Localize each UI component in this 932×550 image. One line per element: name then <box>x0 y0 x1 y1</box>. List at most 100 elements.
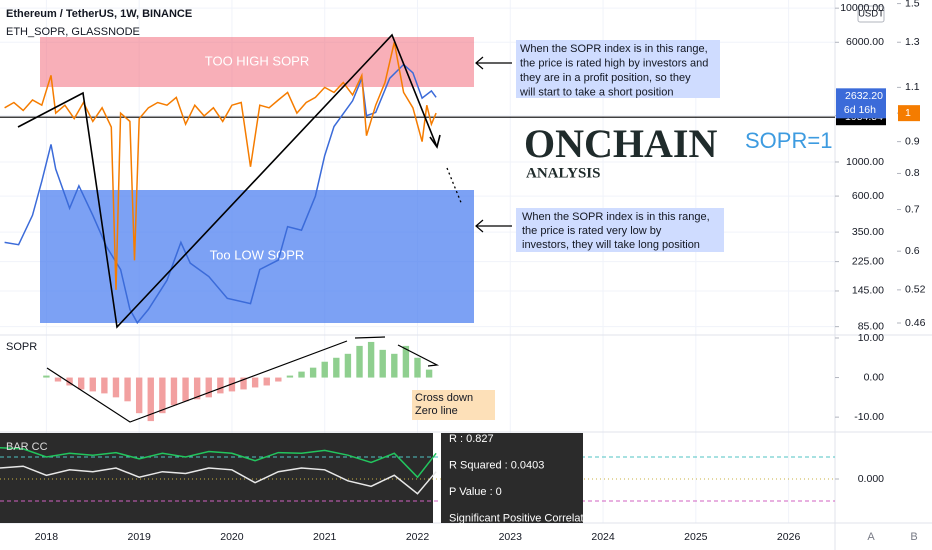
currency[interactable]: USDT <box>858 9 884 20</box>
bar <box>286 375 294 378</box>
bar <box>367 341 375 378</box>
y-tick-label: 225.00 <box>852 255 884 267</box>
bar <box>193 377 201 400</box>
text-line: will start to take a short position <box>519 86 673 98</box>
note-high: When the SOPR index is in this range, the… <box>519 43 708 99</box>
bar <box>112 377 120 398</box>
annotation-box <box>412 390 495 420</box>
bar <box>402 345 410 378</box>
x-tick-label: 2026 <box>777 531 801 543</box>
bar <box>135 377 143 414</box>
text-line: Zero line <box>415 405 458 417</box>
y2-tick-label: 1.1 <box>905 81 920 93</box>
last-value-label: 1 <box>905 107 911 119</box>
last-price-box <box>836 88 886 119</box>
bar <box>298 371 305 378</box>
last-price-label: 2632.20 <box>845 90 883 102</box>
y-tick-label: 145.00 <box>852 285 884 297</box>
y-tick-label: 85.00 <box>858 320 884 332</box>
x-tick-label: 2024 <box>591 531 615 543</box>
bar <box>89 377 96 392</box>
zone-low-label: Too LOW SOPR <box>210 247 305 262</box>
currency-box[interactable] <box>857 5 885 23</box>
series-line <box>0 447 437 479</box>
corr-panel-bg <box>0 433 433 523</box>
chart-title: Ethereum / TetherUS, 1W, BINANCE <box>6 8 192 20</box>
series-line <box>0 465 437 495</box>
y2-tick-label: 0.46 <box>905 317 926 329</box>
bar <box>124 377 131 402</box>
bar <box>101 377 108 394</box>
bar <box>356 345 363 378</box>
bar <box>77 377 85 390</box>
text-line: When the SOPR index is in this range, <box>520 43 708 55</box>
note-box <box>516 208 724 252</box>
sopr-note: SOPR=1 <box>745 128 832 153</box>
x-tick-label: 2020 <box>220 531 244 543</box>
zone-high-label: TOO HIGH SOPR <box>205 53 310 68</box>
y2-tick-label: 1.3 <box>905 36 920 48</box>
x-tick-label: 2023 <box>499 531 523 543</box>
bar <box>240 377 247 390</box>
note-box <box>516 40 720 98</box>
bar <box>147 377 154 422</box>
series-line <box>4 63 437 325</box>
control[interactable]: A <box>867 531 875 543</box>
y-tick-label: 1000.00 <box>846 156 884 168</box>
text-line: the price is rated high by investors and <box>520 57 708 69</box>
note-low: When the SOPR index is in this range, the… <box>522 211 710 251</box>
brand: ONCHAIN <box>524 121 717 166</box>
x-tick-label: 2022 <box>406 531 430 543</box>
y2-tick-label: 0.8 <box>905 167 920 179</box>
bar <box>251 377 259 388</box>
trend-line <box>354 336 386 339</box>
bar <box>309 367 317 378</box>
bar <box>170 377 178 406</box>
bar <box>333 357 340 378</box>
bar <box>263 377 270 386</box>
bar <box>159 377 166 414</box>
y2-tick-label: 0.6 <box>905 245 920 257</box>
y-tick-label: 6000.00 <box>846 36 884 48</box>
y-tick-label: -10.00 <box>854 411 884 423</box>
x-tick-label: 2018 <box>35 531 59 543</box>
bar <box>414 357 421 378</box>
y2-tick-label: 0.7 <box>905 203 920 215</box>
text-line: R : 0.827 <box>449 433 494 445</box>
y-tick-label: 0.00 <box>864 371 885 383</box>
bar <box>66 377 73 386</box>
dotted-arrow <box>446 167 463 206</box>
y-tick-label: 350.00 <box>852 226 884 238</box>
arrow-head <box>475 56 484 70</box>
countdown: 6d 16h <box>844 104 876 116</box>
bar <box>43 375 50 378</box>
y2-tick-label: 1.5 <box>905 0 920 9</box>
arrow-head <box>429 134 441 149</box>
text-line: Cross down <box>415 392 473 404</box>
panel-title: BAR CC <box>6 441 48 453</box>
y-tick-label: 10.00 <box>858 332 884 344</box>
text-line: P Value : 0 <box>449 486 502 498</box>
brand-sub: ANALYSIS <box>526 165 600 181</box>
text-line: When the SOPR index is in this range, <box>522 211 710 223</box>
panel-title: SOPR <box>6 341 37 353</box>
y-tick-label: 600.00 <box>852 190 884 202</box>
chart-subtitle: ETH_SOPR, GLASSNODE <box>6 26 140 38</box>
y-tick-label: 0.000 <box>858 473 884 485</box>
bar <box>275 377 282 382</box>
trend-line <box>397 344 440 367</box>
bar <box>344 353 352 378</box>
bar <box>379 349 386 378</box>
text-line: Significant Positive Correlation <box>449 512 598 524</box>
text-line: the price is rated very low by <box>522 225 662 237</box>
bar <box>321 361 328 378</box>
series-line <box>4 42 437 290</box>
y2-tick-label: 0.9 <box>905 135 920 147</box>
control[interactable]: B <box>910 531 917 543</box>
stats: R : 0.827 R Squared : 0.0403 P Value : 0 Si… <box>449 433 598 525</box>
x-tick-label: 2025 <box>684 531 708 543</box>
trend-line <box>17 33 438 329</box>
bar <box>205 377 212 398</box>
